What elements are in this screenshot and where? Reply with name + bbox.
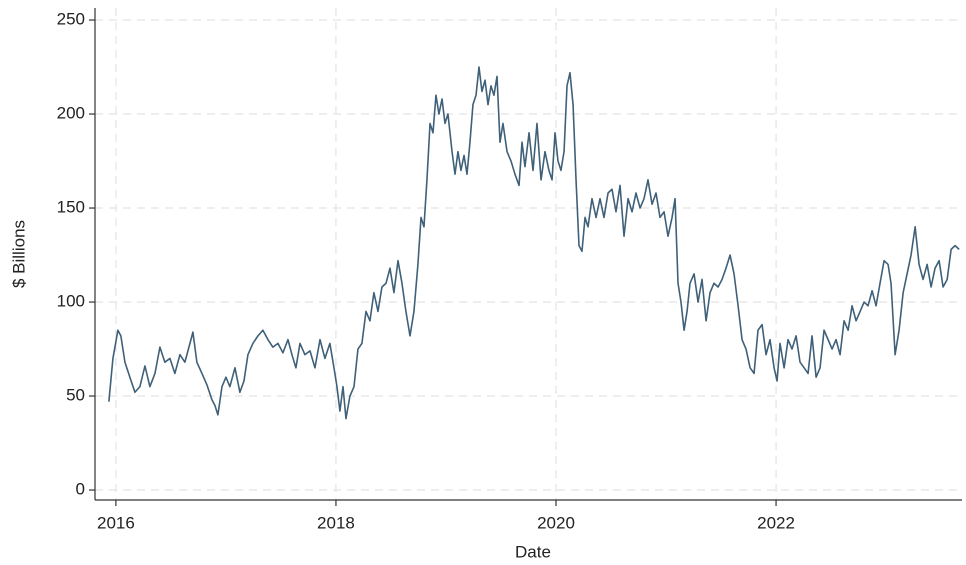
- x-axis-label: Date: [515, 542, 551, 561]
- y-tick-label: 150: [57, 198, 85, 217]
- x-tick-label: 2016: [97, 513, 135, 532]
- y-tick-label: 100: [57, 292, 85, 311]
- x-tick-label: 2020: [537, 513, 575, 532]
- data-line: [108, 66, 960, 420]
- y-tick-label: 50: [66, 386, 85, 405]
- y-tick-label: 200: [57, 104, 85, 123]
- y-tick-label: 0: [76, 480, 85, 499]
- y-axis-label: $ Billions: [9, 220, 28, 288]
- x-tick-label: 2018: [317, 513, 355, 532]
- x-tick-label: 2022: [757, 513, 795, 532]
- y-tick-label: 250: [57, 10, 85, 29]
